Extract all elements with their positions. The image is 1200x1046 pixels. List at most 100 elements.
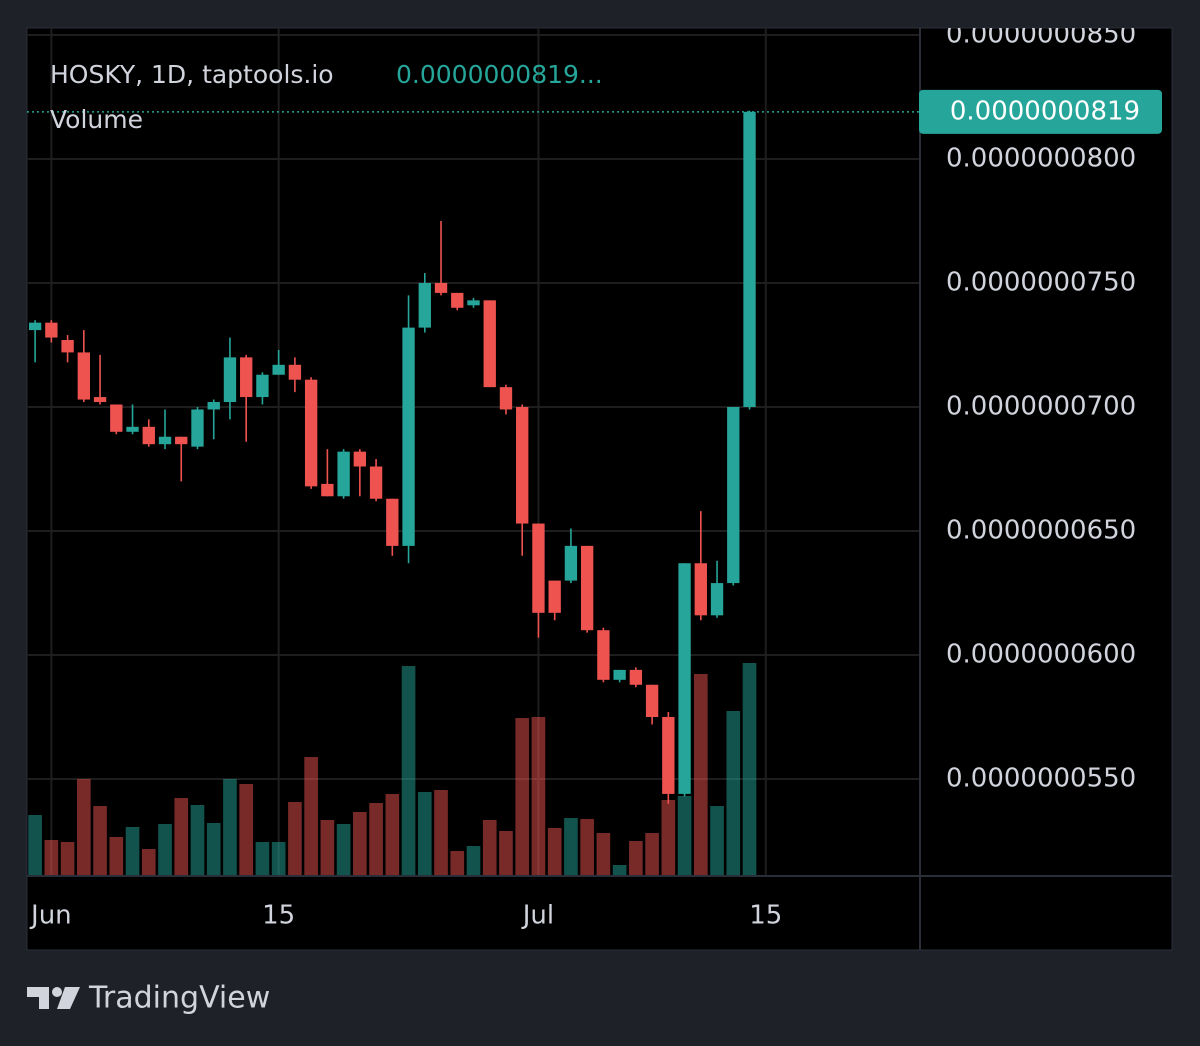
candle-body bbox=[158, 436, 172, 445]
volume-bar bbox=[271, 842, 286, 876]
candle-body bbox=[304, 379, 318, 487]
volume-bar bbox=[742, 663, 757, 876]
volume-bar bbox=[580, 819, 594, 876]
y-tick-label: 0.0000000750 bbox=[946, 267, 1136, 297]
volume-bar bbox=[629, 841, 643, 876]
overlay: 0.0000000819 bbox=[27, 89, 1162, 134]
candle-body bbox=[110, 404, 123, 432]
logo-mark bbox=[52, 987, 62, 997]
x-tick-label: Jun bbox=[29, 901, 72, 931]
volume-bar bbox=[60, 842, 75, 876]
candle-body bbox=[45, 322, 58, 338]
volume-bar bbox=[547, 828, 562, 876]
candle-body bbox=[743, 111, 756, 407]
candle-body bbox=[418, 282, 431, 328]
candle-body bbox=[678, 563, 691, 794]
volume-bar bbox=[401, 666, 416, 876]
price-pane bbox=[28, 110, 756, 804]
candle-body bbox=[727, 406, 740, 584]
logo-mark bbox=[27, 987, 49, 1009]
candle-body bbox=[191, 409, 204, 447]
volume-bar bbox=[531, 717, 546, 876]
candle-body bbox=[175, 436, 188, 445]
candle-body bbox=[93, 397, 107, 403]
candle-body bbox=[353, 451, 367, 467]
volume-bar bbox=[645, 833, 659, 876]
volume-bar bbox=[288, 802, 302, 876]
candle-body bbox=[142, 426, 155, 445]
candle-body bbox=[613, 669, 626, 680]
volume-bar bbox=[515, 718, 530, 876]
candle-body bbox=[451, 292, 464, 308]
candle-body bbox=[321, 483, 334, 497]
volume-bar bbox=[661, 800, 676, 876]
candle-body bbox=[532, 523, 545, 613]
candle-body bbox=[77, 352, 90, 400]
price-axis: 0.0000000550 0.0000000600 0.0000000650 0.00… bbox=[946, 28, 1136, 794]
y-tick-label: 0.0000000700 bbox=[946, 391, 1136, 421]
volume-bar bbox=[466, 846, 481, 876]
volume-bar bbox=[28, 815, 42, 876]
candle-body bbox=[710, 583, 724, 616]
candle-body bbox=[369, 466, 383, 499]
legend-title: HOSKY, 1D, taptools.io bbox=[50, 60, 334, 89]
candle-body bbox=[434, 282, 448, 293]
legend-price: 0.0000000819... bbox=[396, 60, 603, 89]
last-price-box bbox=[919, 89, 1162, 134]
volume-bar bbox=[125, 827, 140, 876]
volume-bar bbox=[44, 840, 59, 876]
candle-body bbox=[516, 406, 529, 524]
volume-bar bbox=[385, 794, 400, 876]
x-tick-label: 15 bbox=[262, 901, 295, 931]
candle-body bbox=[386, 498, 399, 546]
volume-bar bbox=[174, 798, 189, 876]
volume-bar bbox=[434, 790, 448, 876]
logo-mark bbox=[57, 987, 80, 1009]
legend-volume: Volume bbox=[50, 105, 143, 134]
candle-body bbox=[564, 545, 578, 581]
candle-body bbox=[597, 630, 610, 680]
volume-bar bbox=[255, 842, 270, 876]
candle-body bbox=[499, 387, 513, 410]
volume-bar bbox=[417, 792, 432, 876]
volume-bar bbox=[141, 849, 156, 876]
candle-body bbox=[61, 340, 74, 353]
volume-pane bbox=[28, 663, 757, 876]
candle-body bbox=[694, 563, 707, 616]
candle-body bbox=[288, 364, 302, 380]
candle-body bbox=[645, 684, 659, 718]
y-tick-label: 0.0000000550 bbox=[946, 764, 1136, 794]
last-price-label: 0.0000000819 bbox=[950, 96, 1140, 126]
volume-bar bbox=[93, 806, 107, 876]
volume-bar bbox=[336, 824, 351, 876]
time-axis: Jun 15 Jul 15 bbox=[29, 901, 782, 931]
candle-body bbox=[28, 322, 42, 331]
volume-bar bbox=[320, 820, 335, 876]
candle-body bbox=[223, 357, 237, 403]
candle-body bbox=[256, 374, 269, 398]
volume-bar bbox=[482, 820, 497, 876]
volume-bar bbox=[206, 823, 221, 876]
volume-bar bbox=[450, 851, 465, 876]
candle-body bbox=[272, 364, 285, 375]
volume-bar bbox=[369, 803, 383, 876]
volume-bar bbox=[304, 757, 318, 876]
candle-body bbox=[126, 426, 139, 432]
volume-bar bbox=[677, 796, 692, 876]
candle-body bbox=[337, 451, 350, 497]
candle-body bbox=[240, 357, 253, 398]
volume-bar bbox=[612, 865, 627, 876]
grid bbox=[27, 28, 920, 876]
volume-bar bbox=[499, 831, 513, 876]
candle-body bbox=[629, 669, 643, 685]
volume-bar bbox=[564, 818, 578, 876]
volume-bar bbox=[158, 824, 172, 876]
volume-bar bbox=[353, 812, 367, 876]
volume-bar bbox=[239, 784, 254, 876]
x-tick-label: Jul bbox=[521, 901, 554, 931]
volume-bar bbox=[710, 806, 724, 876]
volume-bar bbox=[109, 837, 124, 876]
volume-bar bbox=[223, 779, 237, 876]
